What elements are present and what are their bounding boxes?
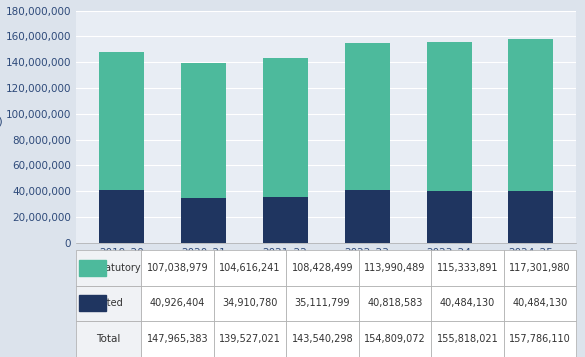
Bar [508, 39, 553, 191]
Bar [181, 63, 226, 198]
Bar [181, 198, 226, 243]
Bar [508, 191, 553, 243]
Bar [345, 190, 390, 243]
Bar [99, 52, 144, 190]
Text: Statutory: Statutory [95, 263, 141, 273]
Text: Voted: Voted [95, 298, 123, 308]
Bar [99, 190, 144, 243]
Bar [426, 42, 472, 191]
Y-axis label: ($): ($) [0, 117, 2, 127]
Bar [426, 191, 472, 243]
Bar [345, 43, 390, 190]
Bar [263, 58, 308, 197]
Bar [263, 197, 308, 243]
